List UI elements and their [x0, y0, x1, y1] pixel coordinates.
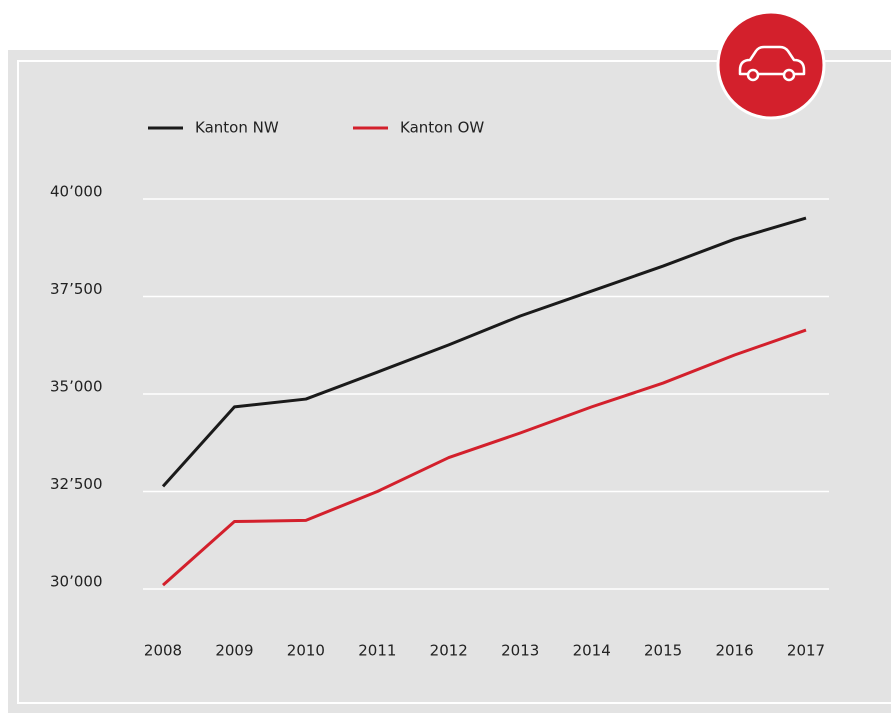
x-tick-label: 2010: [287, 642, 325, 660]
y-tick-label: 37’500: [50, 280, 103, 298]
x-tick-label: 2009: [215, 642, 253, 660]
x-tick-label: 2008: [144, 642, 182, 660]
series-line: [161, 216, 807, 488]
y-tick-label: 35’000: [50, 378, 103, 396]
panel: [8, 50, 891, 713]
x-tick-label: 2014: [573, 642, 611, 660]
panel-frame: [17, 60, 891, 704]
x-tick-label: 2011: [358, 642, 396, 660]
y-tick-label: 40’000: [50, 183, 103, 201]
series-line: [162, 328, 807, 587]
x-tick-label: 2016: [715, 642, 753, 660]
x-tick-label: 2017: [787, 642, 825, 660]
legend-label: Kanton OW: [400, 119, 484, 137]
x-tick-label: 2015: [644, 642, 682, 660]
car-badge: [716, 10, 826, 120]
x-tick-label: 2013: [501, 642, 539, 660]
y-tick-label: 30’000: [50, 573, 103, 591]
x-tick-label: 2012: [430, 642, 468, 660]
y-tick-label: 32’500: [50, 475, 103, 493]
legend-label: Kanton NW: [195, 119, 279, 137]
